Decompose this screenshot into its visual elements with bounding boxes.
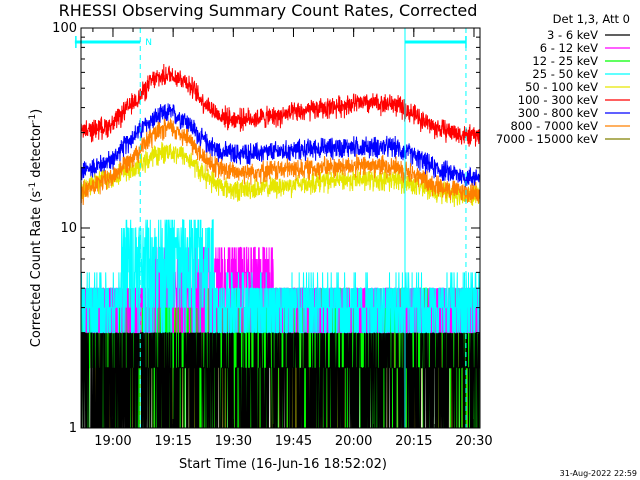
- y-axis-label: Corrected Count Rate (s-1 detector-1): [28, 109, 44, 347]
- y-axis-label-main: Corrected Count Rate (s: [29, 191, 44, 348]
- y-tick-label: 100: [52, 21, 77, 36]
- legend-header: Det 1,3, Att 0: [553, 12, 630, 26]
- legend-label-5: 100 - 300 keV: [518, 93, 598, 107]
- series-line-5: [81, 63, 480, 147]
- legend-label-4: 50 - 100 keV: [525, 80, 598, 94]
- chart-title: RHESSI Observing Summary Count Rates, Co…: [59, 1, 478, 20]
- x-tick-label: 20:15: [395, 434, 432, 449]
- x-tick-label: 19:15: [154, 434, 191, 449]
- series-line-6: [81, 103, 480, 189]
- y-tick-label: 1: [69, 421, 77, 436]
- y-axis-label-sup2: -1: [28, 114, 38, 123]
- series-line-3: [81, 219, 480, 334]
- y-axis-label-sup1: -1: [28, 182, 38, 191]
- series-line-4: [81, 141, 480, 208]
- x-tick-label: 19:30: [215, 434, 252, 449]
- x-axis-label: Start Time (16-Jun-16 18:52:02): [179, 457, 387, 472]
- marker-layer: N: [74, 28, 467, 428]
- y-tick-label: 10: [60, 221, 77, 236]
- date-stamp: 31-Aug-2022 22:59: [560, 469, 637, 478]
- x-tick-label: 19:00: [94, 434, 131, 449]
- x-tick-label: 19:45: [275, 434, 312, 449]
- x-tick-label: 20:30: [455, 434, 492, 449]
- legend-label-0: 3 - 6 keV: [547, 28, 598, 42]
- y-axis: 1 10 100: [52, 21, 480, 436]
- legend-label-8: 7000 - 15000 keV: [496, 132, 598, 146]
- x-axis: 19:00 19:15 19:30 19:45 20:00 20:15 20:30: [92, 28, 493, 449]
- legend-label-6: 300 - 800 keV: [518, 106, 598, 120]
- legend-label-1: 6 - 12 keV: [540, 41, 598, 55]
- legend-label-7: 800 - 7000 keV: [510, 119, 598, 133]
- series-line-7: [81, 118, 480, 206]
- x-tick-label: 20:00: [335, 434, 372, 449]
- y-axis-label-mid: detector: [29, 122, 44, 182]
- series-layer: [81, 63, 480, 428]
- legend-label-3: 25 - 50 keV: [532, 67, 598, 81]
- night-marker-label: N: [145, 38, 152, 48]
- y-axis-label-end: ): [29, 109, 44, 114]
- legend-label-2: 12 - 25 keV: [532, 54, 598, 68]
